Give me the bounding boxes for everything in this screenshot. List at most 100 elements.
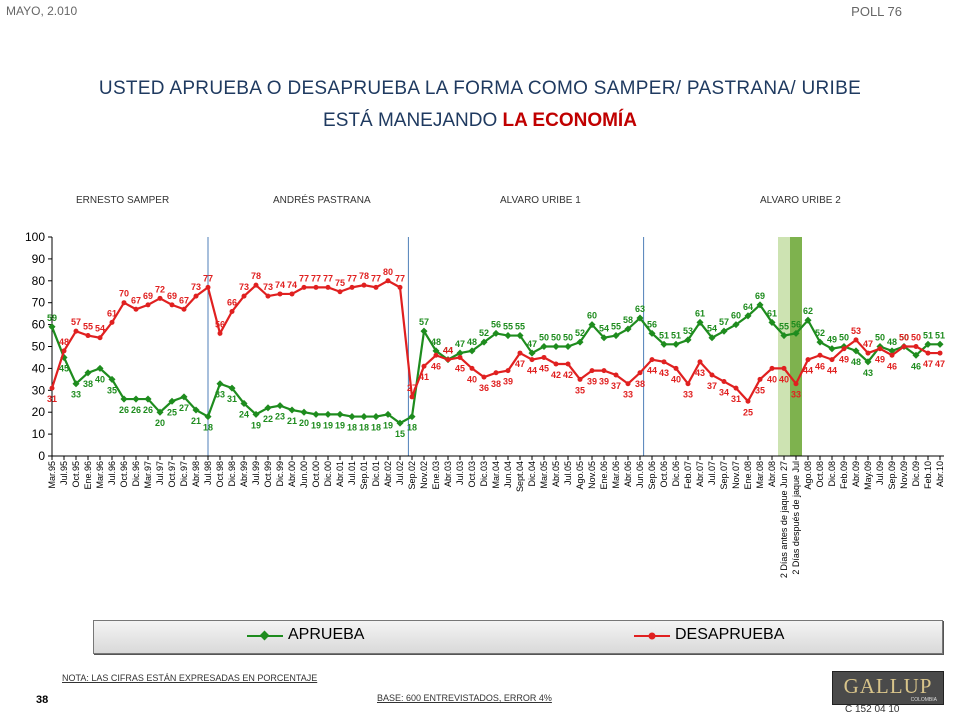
disapprove-point xyxy=(553,361,559,367)
y-tick-label: 60 xyxy=(32,318,46,332)
disapprove-point xyxy=(133,306,139,312)
approve-point xyxy=(612,332,620,340)
x-tick-label: Oct.99 xyxy=(263,461,273,488)
approve-point xyxy=(564,342,572,351)
title-highlight: LA ECONOMÍA xyxy=(502,110,637,131)
x-tick-label: Oct.95 xyxy=(71,461,81,488)
x-tick-label: Mar.08 xyxy=(755,461,765,489)
data-label: 50 xyxy=(539,333,549,343)
data-label: 62 xyxy=(803,306,813,316)
x-tick-label: Jul.97 xyxy=(155,461,165,485)
approve-point xyxy=(288,406,296,414)
data-label: 38 xyxy=(635,379,645,389)
line-chart: 0 10 20 30 40 50 60 70 80 90 100 Mar.95 Jul.95 Oct.95… xyxy=(25,230,945,578)
x-tick-label: Abr.00 xyxy=(287,461,297,487)
x-tick-label: Abr.01 xyxy=(335,461,345,487)
x-tick-label: Oct.08 xyxy=(815,461,825,488)
disapprove-point xyxy=(397,284,403,290)
data-label: 19 xyxy=(311,420,321,430)
legend-disapprove-label: DESAPRUEBA xyxy=(675,626,785,643)
approve-point xyxy=(648,329,656,337)
data-label: 50 xyxy=(911,333,921,343)
disapprove-point xyxy=(469,365,475,371)
legend-approve-label: APRUEBA xyxy=(288,626,365,643)
approve-point xyxy=(828,345,836,353)
data-label: 48 xyxy=(59,337,69,347)
data-label: 42 xyxy=(563,370,573,380)
data-label: 40 xyxy=(467,374,477,384)
disapprove-point xyxy=(445,357,451,363)
disapprove-point xyxy=(865,350,871,356)
data-label: 48 xyxy=(887,337,897,347)
data-label: 56 xyxy=(791,319,801,329)
data-label: 45 xyxy=(455,363,465,373)
data-label: 50 xyxy=(563,333,573,343)
disapprove-point xyxy=(145,302,151,308)
disapprove-point xyxy=(157,295,163,301)
x-tick-label: Ene.06 xyxy=(599,461,609,490)
data-label: 19 xyxy=(335,420,345,430)
disapprove-point xyxy=(733,385,739,391)
data-label: 53 xyxy=(683,326,693,336)
x-tick-label: Dic.97 xyxy=(179,461,189,487)
x-tick-label: Abr.98 xyxy=(191,461,201,487)
disapprove-point xyxy=(325,284,331,290)
data-label: 21 xyxy=(287,416,297,426)
data-label: 52 xyxy=(575,328,585,338)
approve-point xyxy=(780,332,788,340)
data-label: 50 xyxy=(839,333,849,343)
data-label: 51 xyxy=(659,330,669,340)
data-label: 56 xyxy=(215,319,225,329)
data-label: 51 xyxy=(935,330,945,340)
x-tick-label: Dic.01 xyxy=(371,461,381,487)
data-label: 40 xyxy=(767,374,777,384)
approve-point xyxy=(504,332,512,340)
data-label: 23 xyxy=(275,412,285,422)
data-label: 75 xyxy=(335,278,345,288)
data-label: 39 xyxy=(587,377,597,387)
data-label: 74 xyxy=(275,280,285,290)
data-label: 55 xyxy=(515,322,525,332)
x-tick-label: Ago.08 xyxy=(803,461,813,490)
data-label: 35 xyxy=(755,385,765,395)
data-label: 44 xyxy=(803,366,813,376)
disapprove-point xyxy=(181,306,187,312)
disapprove-point xyxy=(253,282,259,288)
data-label: 18 xyxy=(407,423,417,433)
data-label: 55 xyxy=(611,322,621,332)
disapprove-point xyxy=(757,376,763,382)
disapprove-point xyxy=(697,359,703,365)
data-label: 27 xyxy=(407,383,417,393)
approve-point xyxy=(168,397,176,405)
x-tick-label: Jul.99 xyxy=(251,461,261,485)
data-label: 52 xyxy=(479,328,489,338)
x-tick-label: Jun.00 xyxy=(299,461,309,488)
data-label: 44 xyxy=(647,366,657,376)
data-label: 80 xyxy=(383,267,393,277)
disapprove-point xyxy=(745,398,751,404)
x-tick-label: 2 Días antes de jaque Jun 27 xyxy=(779,461,789,578)
title-line-2: ESTÁ MANEJANDO LA ECONOMÍA xyxy=(0,110,960,132)
disapprove-point xyxy=(349,284,355,290)
data-label: 20 xyxy=(299,418,309,428)
data-label: 15 xyxy=(395,429,405,439)
disapprove-point xyxy=(433,352,439,358)
approve-point xyxy=(108,375,116,383)
data-label: 54 xyxy=(707,324,717,334)
data-label: 48 xyxy=(851,357,861,367)
data-label: 46 xyxy=(431,361,441,371)
x-tick-label: Jul.01 xyxy=(347,461,357,485)
data-label: 19 xyxy=(251,420,261,430)
legend-approve-marker xyxy=(247,630,283,641)
data-label: 56 xyxy=(647,319,657,329)
approve-point xyxy=(528,349,536,357)
data-label: 31 xyxy=(227,394,237,404)
data-label: 49 xyxy=(839,355,849,365)
data-label: 74 xyxy=(287,280,297,290)
data-label: 67 xyxy=(131,295,141,305)
data-label: 77 xyxy=(323,273,333,283)
approve-point xyxy=(660,340,668,348)
disapprove-point xyxy=(97,335,103,341)
title-line-1: USTED APRUEBA O DESAPRUEBA LA FORMA COMO… xyxy=(98,78,862,99)
y-tick-label: 10 xyxy=(32,427,46,441)
